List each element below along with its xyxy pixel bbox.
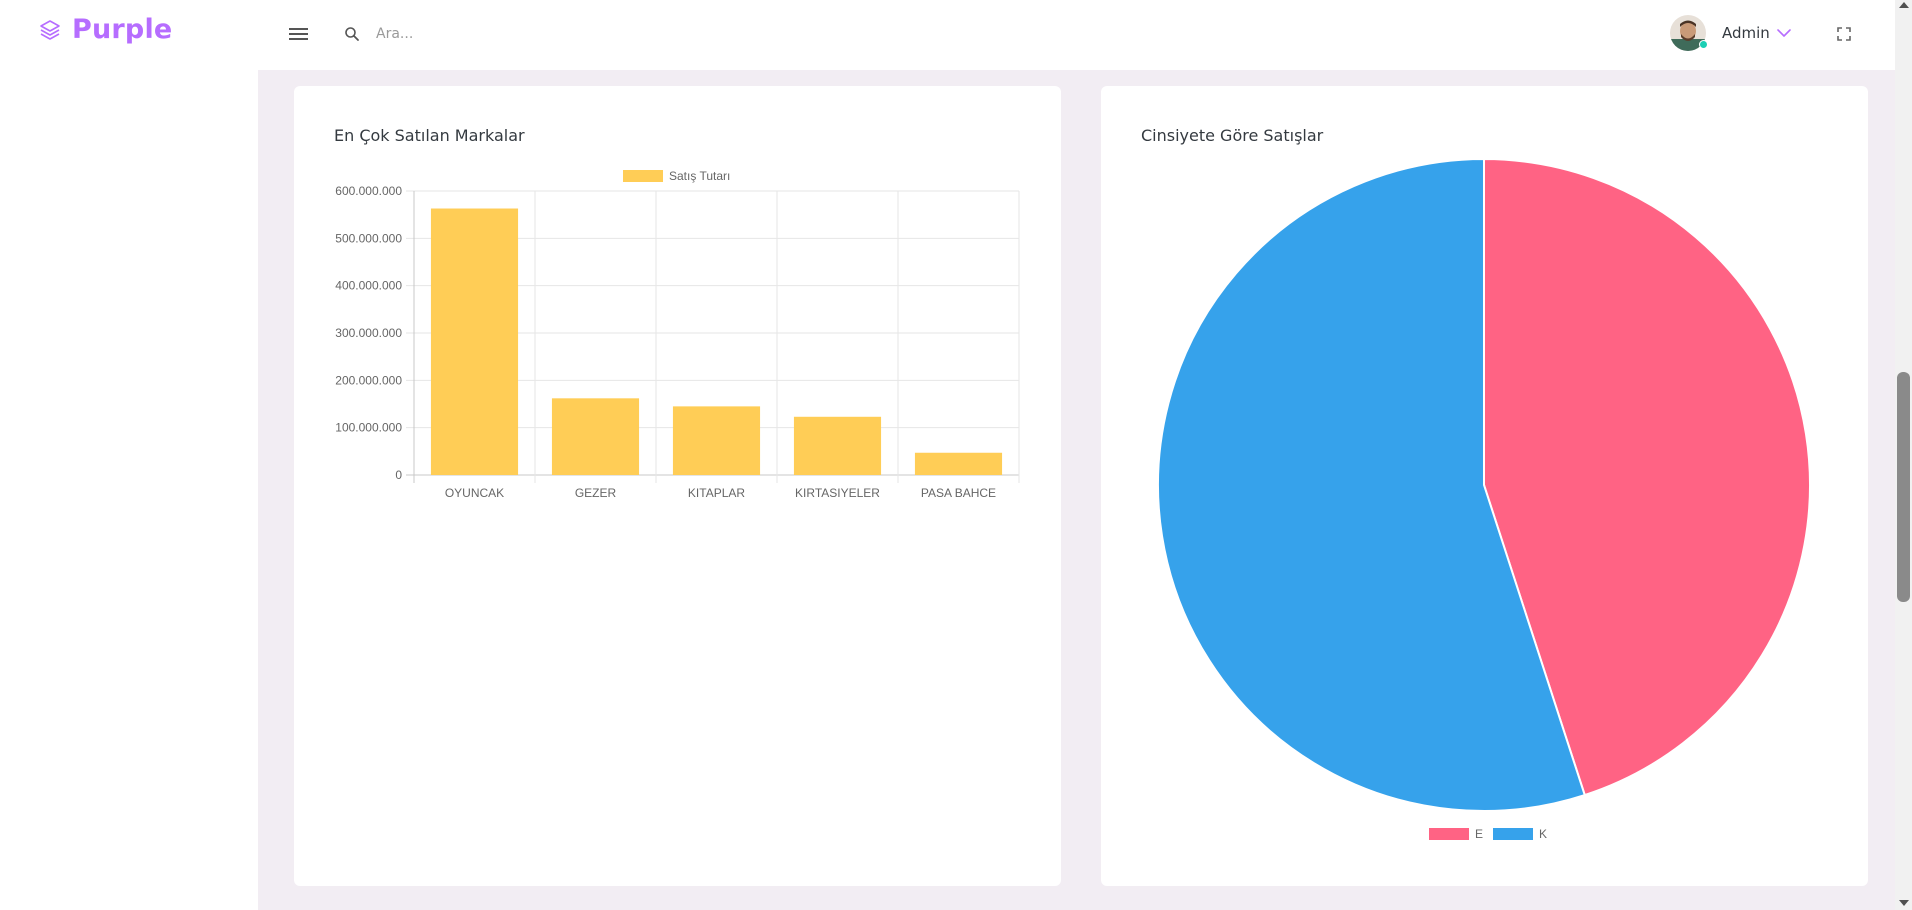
x-tick-label: OYUNCAK xyxy=(445,486,504,500)
y-tick-label: 300.000.000 xyxy=(335,326,402,340)
y-tick-label: 400.000.000 xyxy=(335,279,402,293)
legend-swatch-e xyxy=(1429,828,1469,840)
legend-label-satis-tutari: Satış Tutarı xyxy=(669,169,730,183)
y-tick-label: 0 xyxy=(395,468,402,482)
pie-slice-k xyxy=(1157,157,1587,812)
bar-chart-card: En Çok Satılan Markalar Satış Tutarı 0 100… xyxy=(294,86,1061,886)
y-tick-label: 600.000.000 xyxy=(335,184,402,198)
pie-chart-title: Cinsiyete Göre Satışlar xyxy=(1141,126,1324,145)
vertical-scrollbar[interactable] xyxy=(1895,0,1912,910)
legend-swatch-k xyxy=(1493,828,1533,840)
bar-chart: Satış Tutarı 0 100.000.000 200.000.000 300.0… xyxy=(335,169,1020,500)
scroll-up-arrow-icon[interactable] xyxy=(1899,2,1909,8)
chevron-down-icon xyxy=(1777,29,1791,37)
search-icon xyxy=(345,27,359,41)
x-tick-label: GEZER xyxy=(575,486,617,500)
bar-kirtasiyeler xyxy=(793,416,882,475)
profile-dropdown[interactable]: Admin xyxy=(1670,15,1792,51)
bar-chart-title: En Çok Satılan Markalar xyxy=(334,126,525,145)
brand-name: Purple xyxy=(72,14,173,45)
avatar xyxy=(1670,15,1708,51)
bar-pasa-bahce xyxy=(914,452,1003,475)
bar-gezer xyxy=(551,398,640,475)
legend-label-e: E xyxy=(1475,827,1483,841)
legend-label-k: K xyxy=(1539,827,1547,841)
hamburger-menu-icon[interactable] xyxy=(286,22,312,46)
scrollbar-thumb[interactable] xyxy=(1897,372,1910,602)
x-tick-label: KITAPLAR xyxy=(688,486,745,500)
online-status-dot xyxy=(1699,40,1708,49)
bar-oyuncak xyxy=(430,208,519,475)
sidebar xyxy=(0,70,258,910)
x-tick-label: KIRTASIYELER xyxy=(795,486,880,500)
brand-logo[interactable]: Purple xyxy=(38,14,172,45)
profile-name: Admin xyxy=(1722,24,1770,42)
search-input[interactable] xyxy=(376,18,776,50)
scroll-down-arrow-icon[interactable] xyxy=(1899,900,1909,906)
x-tick-label: PASA BAHCE xyxy=(921,486,996,500)
y-tick-label: 100.000.000 xyxy=(335,421,402,435)
fullscreen-icon[interactable] xyxy=(1836,26,1852,42)
bar-kitaplar xyxy=(672,406,761,475)
legend-swatch-satis-tutari xyxy=(623,170,663,182)
layers-icon xyxy=(40,19,60,40)
y-tick-label: 200.000.000 xyxy=(335,373,402,387)
top-navbar: Purple Admin xyxy=(0,0,1895,70)
y-tick-label: 500.000.000 xyxy=(335,231,402,245)
pie-slice-e xyxy=(1483,157,1811,797)
